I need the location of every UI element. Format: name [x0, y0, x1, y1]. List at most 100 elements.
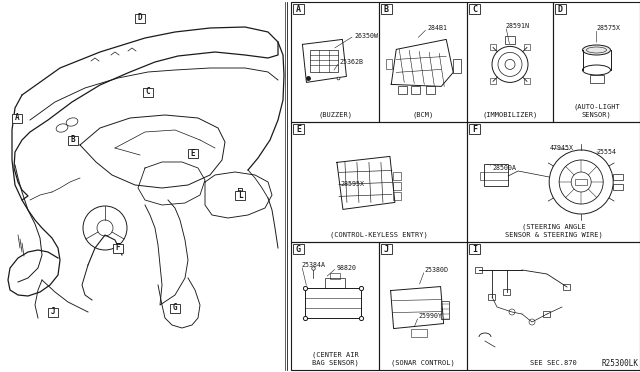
Bar — [575, 179, 587, 185]
Bar — [143, 87, 153, 96]
Text: A: A — [15, 113, 19, 122]
Bar — [490, 78, 496, 84]
Text: 25380D: 25380D — [425, 267, 449, 273]
Text: SENSOR): SENSOR) — [582, 112, 611, 118]
Text: R25300LK: R25300LK — [601, 359, 638, 368]
Text: (BUZZER): (BUZZER) — [318, 112, 352, 118]
Text: A: A — [296, 4, 301, 13]
Bar — [440, 301, 449, 318]
Text: J: J — [51, 308, 55, 317]
Text: BAG SENSOR): BAG SENSOR) — [312, 359, 358, 366]
Text: 28575X: 28575X — [596, 25, 621, 31]
Bar — [467, 242, 640, 370]
Text: E: E — [191, 148, 195, 157]
Bar — [12, 113, 22, 122]
Bar — [293, 4, 304, 14]
Bar — [291, 122, 467, 242]
Bar — [379, 2, 467, 122]
Bar — [381, 244, 392, 254]
Bar — [469, 4, 480, 14]
Bar — [589, 75, 604, 83]
Text: G: G — [173, 304, 177, 312]
Bar — [613, 174, 623, 180]
Bar — [469, 124, 480, 134]
Bar — [467, 122, 640, 242]
Bar — [543, 311, 550, 317]
Bar — [505, 36, 515, 44]
Bar — [135, 13, 145, 22]
Bar — [393, 182, 401, 190]
Text: B: B — [384, 4, 389, 13]
Bar — [613, 184, 623, 190]
Text: 25384A: 25384A — [301, 262, 326, 268]
Bar — [484, 164, 508, 186]
Text: D: D — [138, 13, 142, 22]
Text: G: G — [296, 244, 301, 253]
Text: SEE SEC.870: SEE SEC.870 — [530, 360, 577, 366]
Text: 26350W: 26350W — [355, 33, 378, 39]
Text: 28591N: 28591N — [506, 23, 530, 29]
Bar — [68, 135, 78, 144]
Text: L: L — [237, 190, 243, 199]
Text: 47945X: 47945X — [550, 145, 574, 151]
Bar — [393, 192, 401, 201]
Text: I: I — [472, 244, 477, 253]
Text: E: E — [296, 125, 301, 134]
Bar — [235, 190, 245, 199]
Bar — [555, 4, 566, 14]
Text: 98820: 98820 — [337, 264, 356, 270]
Ellipse shape — [582, 45, 611, 55]
Text: 25554: 25554 — [596, 149, 617, 155]
Bar — [553, 2, 640, 122]
Text: 25990Y: 25990Y — [419, 313, 443, 319]
Bar — [113, 244, 123, 253]
Bar — [325, 278, 345, 288]
Bar — [503, 289, 510, 295]
Bar — [291, 242, 379, 370]
Bar — [291, 2, 379, 122]
Text: B: B — [70, 135, 76, 144]
Bar — [524, 78, 530, 84]
Bar — [563, 284, 570, 290]
Text: D: D — [558, 4, 563, 13]
Bar — [475, 267, 482, 273]
Bar — [393, 172, 401, 180]
Text: 28500A: 28500A — [493, 164, 517, 171]
Text: (STEERING ANGLE: (STEERING ANGLE — [522, 224, 586, 230]
Text: C: C — [146, 87, 150, 96]
Text: F: F — [116, 244, 120, 253]
Text: SENSOR & STEERING WIRE): SENSOR & STEERING WIRE) — [504, 231, 602, 238]
Bar — [398, 86, 407, 94]
Bar — [293, 244, 304, 254]
Bar — [379, 242, 467, 370]
Bar — [524, 44, 530, 51]
Bar — [453, 60, 461, 73]
Text: (BCM): (BCM) — [412, 112, 434, 118]
Bar — [411, 328, 427, 337]
Text: 28595X: 28595X — [340, 182, 364, 187]
Bar — [188, 148, 198, 157]
Text: (CONTROL-KEYLESS ENTRY): (CONTROL-KEYLESS ENTRY) — [330, 231, 428, 238]
Text: (AUTO-LIGHT: (AUTO-LIGHT — [573, 103, 620, 110]
Bar — [469, 244, 480, 254]
Text: (CENTER AIR: (CENTER AIR — [312, 352, 358, 358]
Bar — [381, 4, 392, 14]
Text: (SONAR CONTROL): (SONAR CONTROL) — [391, 359, 455, 366]
Bar — [170, 304, 180, 312]
Bar — [48, 308, 58, 317]
Bar — [330, 273, 340, 279]
Bar — [467, 2, 553, 122]
Bar — [412, 86, 420, 94]
Bar — [293, 124, 304, 134]
Text: 284B1: 284B1 — [428, 25, 447, 31]
Text: F: F — [472, 125, 477, 134]
Text: C: C — [472, 4, 477, 13]
Bar — [305, 288, 361, 318]
Bar — [488, 294, 495, 300]
Text: J: J — [384, 244, 389, 253]
Bar — [480, 172, 484, 180]
Text: (IMMOBILIZER): (IMMOBILIZER) — [483, 112, 538, 118]
Bar — [490, 44, 496, 51]
Bar — [310, 50, 339, 73]
Bar — [426, 86, 435, 94]
